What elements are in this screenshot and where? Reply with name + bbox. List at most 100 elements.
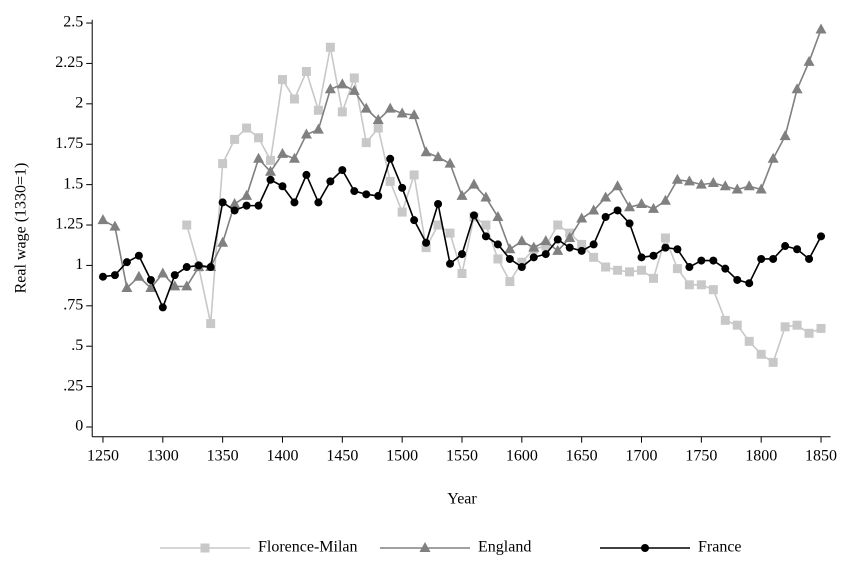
- marker-square: [206, 319, 216, 329]
- marker-square: [648, 273, 658, 283]
- marker-triangle: [217, 236, 229, 247]
- legend-label: Florence-Milan: [258, 539, 358, 556]
- marker-circle: [637, 253, 646, 262]
- marker-triangle: [767, 152, 779, 163]
- marker-square: [266, 155, 276, 165]
- marker-circle: [641, 544, 649, 552]
- marker-triangle: [624, 201, 636, 212]
- marker-triangle: [695, 178, 707, 189]
- marker-square: [720, 315, 730, 325]
- marker-triangle: [707, 177, 719, 188]
- legend-label: France: [698, 539, 742, 556]
- marker-circle: [697, 256, 706, 265]
- marker-square: [277, 75, 287, 85]
- marker-square: [792, 320, 802, 330]
- marker-triangle: [181, 280, 193, 291]
- marker-triangle: [552, 244, 564, 255]
- marker-square: [708, 285, 718, 295]
- marker-square: [301, 67, 311, 77]
- marker-circle: [613, 206, 622, 215]
- marker-triangle: [265, 165, 277, 176]
- marker-circle: [721, 264, 730, 273]
- marker-triangle: [743, 180, 755, 191]
- marker-circle: [565, 243, 574, 252]
- marker-circle: [457, 250, 466, 259]
- marker-circle: [386, 154, 395, 163]
- marker-square: [230, 134, 240, 144]
- y-tick-label: .75: [63, 296, 83, 313]
- x-tick-label: 1350: [207, 447, 239, 464]
- marker-circle: [769, 254, 778, 263]
- marker-triangle: [420, 146, 432, 157]
- x-tick-label: 1400: [266, 447, 298, 464]
- marker-triangle: [419, 542, 431, 552]
- marker-circle: [745, 279, 754, 288]
- marker-square: [672, 264, 682, 274]
- marker-triangle: [432, 151, 444, 162]
- marker-triangle: [564, 231, 576, 242]
- marker-square: [553, 220, 563, 230]
- marker-triangle: [300, 128, 312, 139]
- marker-square: [397, 207, 407, 217]
- marker-square: [385, 176, 395, 186]
- y-tick-label: 1.75: [55, 135, 83, 152]
- marker-square: [744, 336, 754, 346]
- x-tick-label: 1500: [386, 447, 418, 464]
- marker-triangle: [731, 183, 743, 194]
- marker-square: [625, 267, 635, 277]
- marker-square: [637, 265, 647, 275]
- marker-triangle: [516, 235, 528, 246]
- marker-square: [541, 241, 551, 251]
- marker-circle: [158, 303, 167, 312]
- marker-circle: [553, 235, 562, 244]
- marker-circle: [817, 232, 826, 241]
- marker-circle: [434, 200, 443, 209]
- marker-square: [182, 220, 192, 230]
- marker-circle: [781, 242, 790, 251]
- marker-triangle: [133, 270, 145, 281]
- marker-triangle: [492, 210, 504, 221]
- marker-circle: [110, 271, 119, 280]
- marker-triangle: [97, 214, 109, 225]
- marker-triangle: [169, 280, 181, 291]
- marker-triangle: [779, 130, 791, 141]
- marker-square: [200, 543, 210, 553]
- marker-circle: [326, 177, 335, 186]
- marker-triangle: [636, 198, 648, 209]
- marker-square: [457, 268, 467, 278]
- marker-circle: [218, 198, 227, 207]
- x-tick-label: 1800: [745, 447, 777, 464]
- marker-square: [433, 220, 443, 230]
- x-axis-label: Year: [447, 491, 477, 508]
- marker-circle: [757, 254, 766, 263]
- marker-triangle: [312, 123, 324, 134]
- marker-square: [218, 159, 228, 169]
- x-tick-label: 1650: [566, 447, 598, 464]
- marker-triangle: [504, 243, 516, 254]
- marker-circle: [601, 212, 610, 221]
- marker-triangle: [229, 198, 241, 209]
- y-axis-label: Real wage (1330=1): [13, 163, 30, 294]
- marker-circle: [290, 198, 299, 207]
- marker-triangle: [683, 175, 695, 186]
- marker-circle: [350, 187, 359, 196]
- marker-circle: [661, 243, 670, 252]
- marker-triangle: [528, 241, 540, 252]
- marker-circle: [170, 271, 179, 280]
- marker-square: [254, 133, 264, 143]
- marker-circle: [206, 263, 215, 272]
- marker-triangle: [803, 55, 815, 66]
- marker-triangle: [755, 183, 767, 194]
- x-tick-label: 1300: [147, 447, 179, 464]
- marker-triangle: [157, 267, 169, 278]
- marker-triangle: [408, 109, 420, 120]
- marker-circle: [673, 245, 682, 254]
- marker-circle: [122, 258, 131, 267]
- marker-circle: [446, 259, 455, 268]
- x-tick-label: 1600: [506, 447, 538, 464]
- marker-circle: [709, 256, 718, 265]
- marker-circle: [410, 216, 419, 225]
- marker-triangle: [540, 235, 552, 246]
- marker-triangle: [468, 178, 480, 189]
- marker-square: [409, 170, 419, 180]
